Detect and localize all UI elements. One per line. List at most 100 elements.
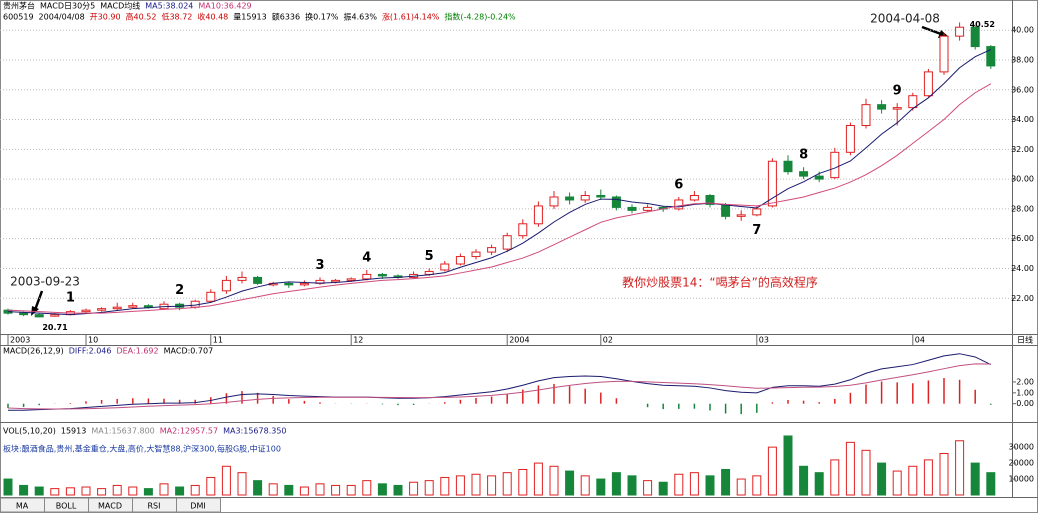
- candle-body: [627, 206, 637, 211]
- candle-body: [736, 214, 746, 217]
- volume-bar: [143, 488, 153, 496]
- info-text: MACD日30分5: [40, 2, 95, 11]
- x-tick-label: 02: [603, 336, 613, 345]
- arrow: [921, 25, 942, 36]
- candle-body: [346, 278, 356, 281]
- volume-bar: [34, 486, 44, 496]
- volume-bar: [674, 473, 684, 496]
- y-tick-label: 38.00: [1011, 55, 1034, 64]
- info-text: 涨(1.61)4.14%: [382, 12, 440, 22]
- tab-label[interactable]: MA: [16, 502, 29, 511]
- volume-bar: [159, 483, 169, 496]
- volume-bar: [814, 472, 824, 496]
- candle-body: [845, 125, 855, 153]
- volume-bar: [175, 486, 185, 496]
- volume-bar: [112, 484, 122, 496]
- volume-bar: [440, 476, 450, 496]
- tab-label[interactable]: RSI: [148, 502, 161, 511]
- volume-bar: [845, 441, 855, 496]
- candle-body: [892, 107, 902, 110]
- volume-bar: [533, 462, 543, 496]
- x-tick-label: 2004: [509, 336, 529, 345]
- info-text: VOL(5,10,20): [3, 427, 56, 436]
- volume-bar: [955, 440, 965, 496]
- candle-body: [580, 194, 590, 201]
- wave-label: 3: [315, 258, 324, 273]
- tab-label[interactable]: MACD: [98, 502, 122, 511]
- wave-label: 8: [799, 148, 808, 163]
- info-text: MA3:15678.350: [223, 427, 286, 436]
- info-text: 开30.90: [90, 13, 121, 22]
- volume-bar: [65, 487, 75, 496]
- candle-body: [128, 305, 138, 308]
- x-tick-label: 11: [213, 336, 223, 345]
- volume-bar: [284, 484, 294, 496]
- y-tick-label: 26.00: [1011, 234, 1034, 243]
- x-tick-label: 03: [759, 336, 769, 345]
- candle-body: [955, 26, 965, 37]
- volume-bar: [377, 483, 387, 496]
- y-tick-label: 30.00: [1011, 175, 1034, 184]
- info-text: 振4.63%: [344, 12, 378, 22]
- candle-body: [19, 312, 29, 316]
- volume-bar: [705, 475, 715, 496]
- candle-body: [299, 282, 309, 286]
- candle-body: [830, 151, 840, 179]
- y-tick-label: 0.00: [1016, 399, 1034, 408]
- candle-body: [487, 247, 497, 253]
- volume-bar: [658, 481, 668, 496]
- info-text: 低38.72: [161, 12, 192, 22]
- tab-label[interactable]: DMI: [190, 502, 205, 511]
- tab-label[interactable]: BOLL: [56, 502, 77, 511]
- candle-body: [799, 171, 809, 177]
- volume-bar: [268, 483, 278, 496]
- y-tick-label: 28.00: [1011, 204, 1034, 213]
- period-label: 日线: [1017, 335, 1033, 345]
- y-tick-label: 2.00: [1016, 377, 1034, 386]
- high-label: 40.52: [970, 20, 995, 29]
- volume-bar: [455, 475, 465, 496]
- candle-body: [565, 196, 575, 201]
- candle-body: [549, 196, 559, 207]
- ma-line: [7, 83, 992, 314]
- volume-bar: [783, 435, 793, 496]
- candle-body: [221, 279, 231, 292]
- info-text: MACD均线: [100, 1, 140, 11]
- candle-body: [923, 71, 933, 97]
- volume-bar: [50, 488, 60, 496]
- y-tick-label: 20000: [1009, 459, 1034, 468]
- volume-bar: [237, 472, 247, 496]
- volume-bar: [627, 475, 637, 496]
- wave-label: 5: [425, 249, 434, 264]
- volume-bar: [393, 484, 403, 496]
- candle-body: [34, 314, 44, 318]
- caption: 教你炒股票14：“喝茅台”的高效程序: [622, 275, 818, 290]
- candle-body: [721, 203, 731, 217]
- tab[interactable]: [176, 497, 221, 513]
- candle-body: [689, 194, 699, 201]
- info-text: DEA:1.692: [116, 347, 158, 356]
- volume-bar: [549, 465, 559, 496]
- candle-body: [596, 194, 606, 198]
- volume-bar: [596, 478, 606, 496]
- volume-bar: [128, 486, 138, 496]
- wave-label: 4: [362, 250, 371, 265]
- x-tick-label: 12: [353, 336, 363, 345]
- volume-bar: [908, 465, 918, 496]
- volume-bar: [487, 475, 497, 496]
- candle-body: [643, 206, 653, 211]
- info-text: MA1:15637.800: [91, 427, 154, 436]
- candle-body: [767, 160, 777, 207]
- wave-label: 6: [674, 177, 683, 192]
- wave-label: 2: [175, 283, 184, 298]
- info-text: MA5:38.024: [145, 2, 193, 11]
- candle-body: [112, 306, 122, 310]
- candle-body: [377, 273, 387, 277]
- x-tick-label: 2003: [10, 336, 30, 345]
- volume-bar: [923, 459, 933, 496]
- y-tick-label: 36.00: [1011, 85, 1034, 94]
- volume-bar: [518, 468, 528, 496]
- volume-bar: [939, 453, 949, 496]
